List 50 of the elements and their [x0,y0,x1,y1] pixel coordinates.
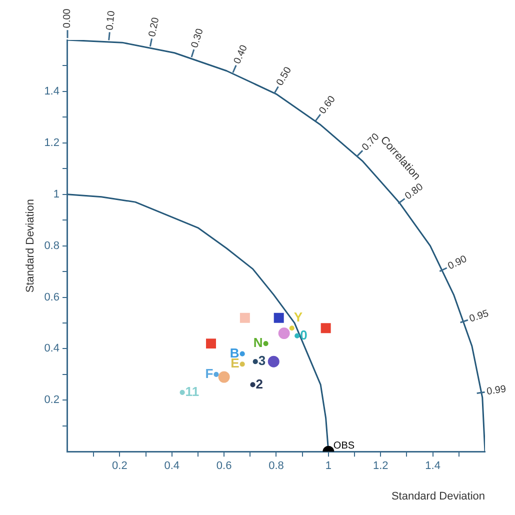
series-label: 2 [256,376,263,392]
point [218,371,230,383]
point [289,326,294,331]
annotation: 0.30 [190,27,206,50]
point [263,341,268,346]
series-label: N [253,335,263,350]
series-label: 3 [258,353,266,368]
point [250,382,256,388]
y-tick-label: 0.2 [44,394,60,406]
text: 0.00 [62,8,74,28]
y-tick-label: 1.4 [44,85,60,98]
annotation: 0.70 [360,131,382,154]
x-tick-label: 1 [325,460,332,472]
point [240,312,250,323]
series-label: 11 [185,384,200,400]
x-tick-label: 0.2 [112,460,128,472]
series-label: 0 [300,327,308,342]
y-tick-label: 0.8 [44,240,60,252]
x-tick-label: 0.8 [268,460,284,472]
y-axis-title: Standard Deviation [24,199,37,293]
point [240,351,245,356]
text: 0.99 [486,384,508,398]
text: 0.20 [147,16,162,38]
series-label: F [205,366,214,382]
x-tick-label: 0.4 [164,460,180,472]
x-axis-title: Standard Deviation [391,490,485,502]
annotation: 0.95 [468,308,491,325]
point [294,333,300,338]
y-tick-label: 1.2 [44,136,60,149]
point [214,372,219,377]
y-tick-label: 1 [53,188,60,200]
text: 0.10 [104,10,118,31]
y-tick-label: 0.6 [44,291,60,304]
point [252,359,258,364]
y-tick-label: 0.4 [44,342,60,355]
point [268,356,280,368]
point [240,362,245,367]
annotation: 0.90 [446,254,470,272]
annotation: 0.40 [232,43,250,66]
annotation: 0.80 [403,181,426,202]
series-label: Y [294,310,303,325]
point [180,390,185,395]
series-label: OBS [333,440,355,452]
x-tick-label: 1.4 [425,460,440,472]
point [278,328,290,340]
point [320,323,331,334]
x-tick-label: 0.6 [216,460,232,472]
point [274,312,284,323]
point [206,338,216,349]
x-tick-label: 1.2 [372,460,388,472]
